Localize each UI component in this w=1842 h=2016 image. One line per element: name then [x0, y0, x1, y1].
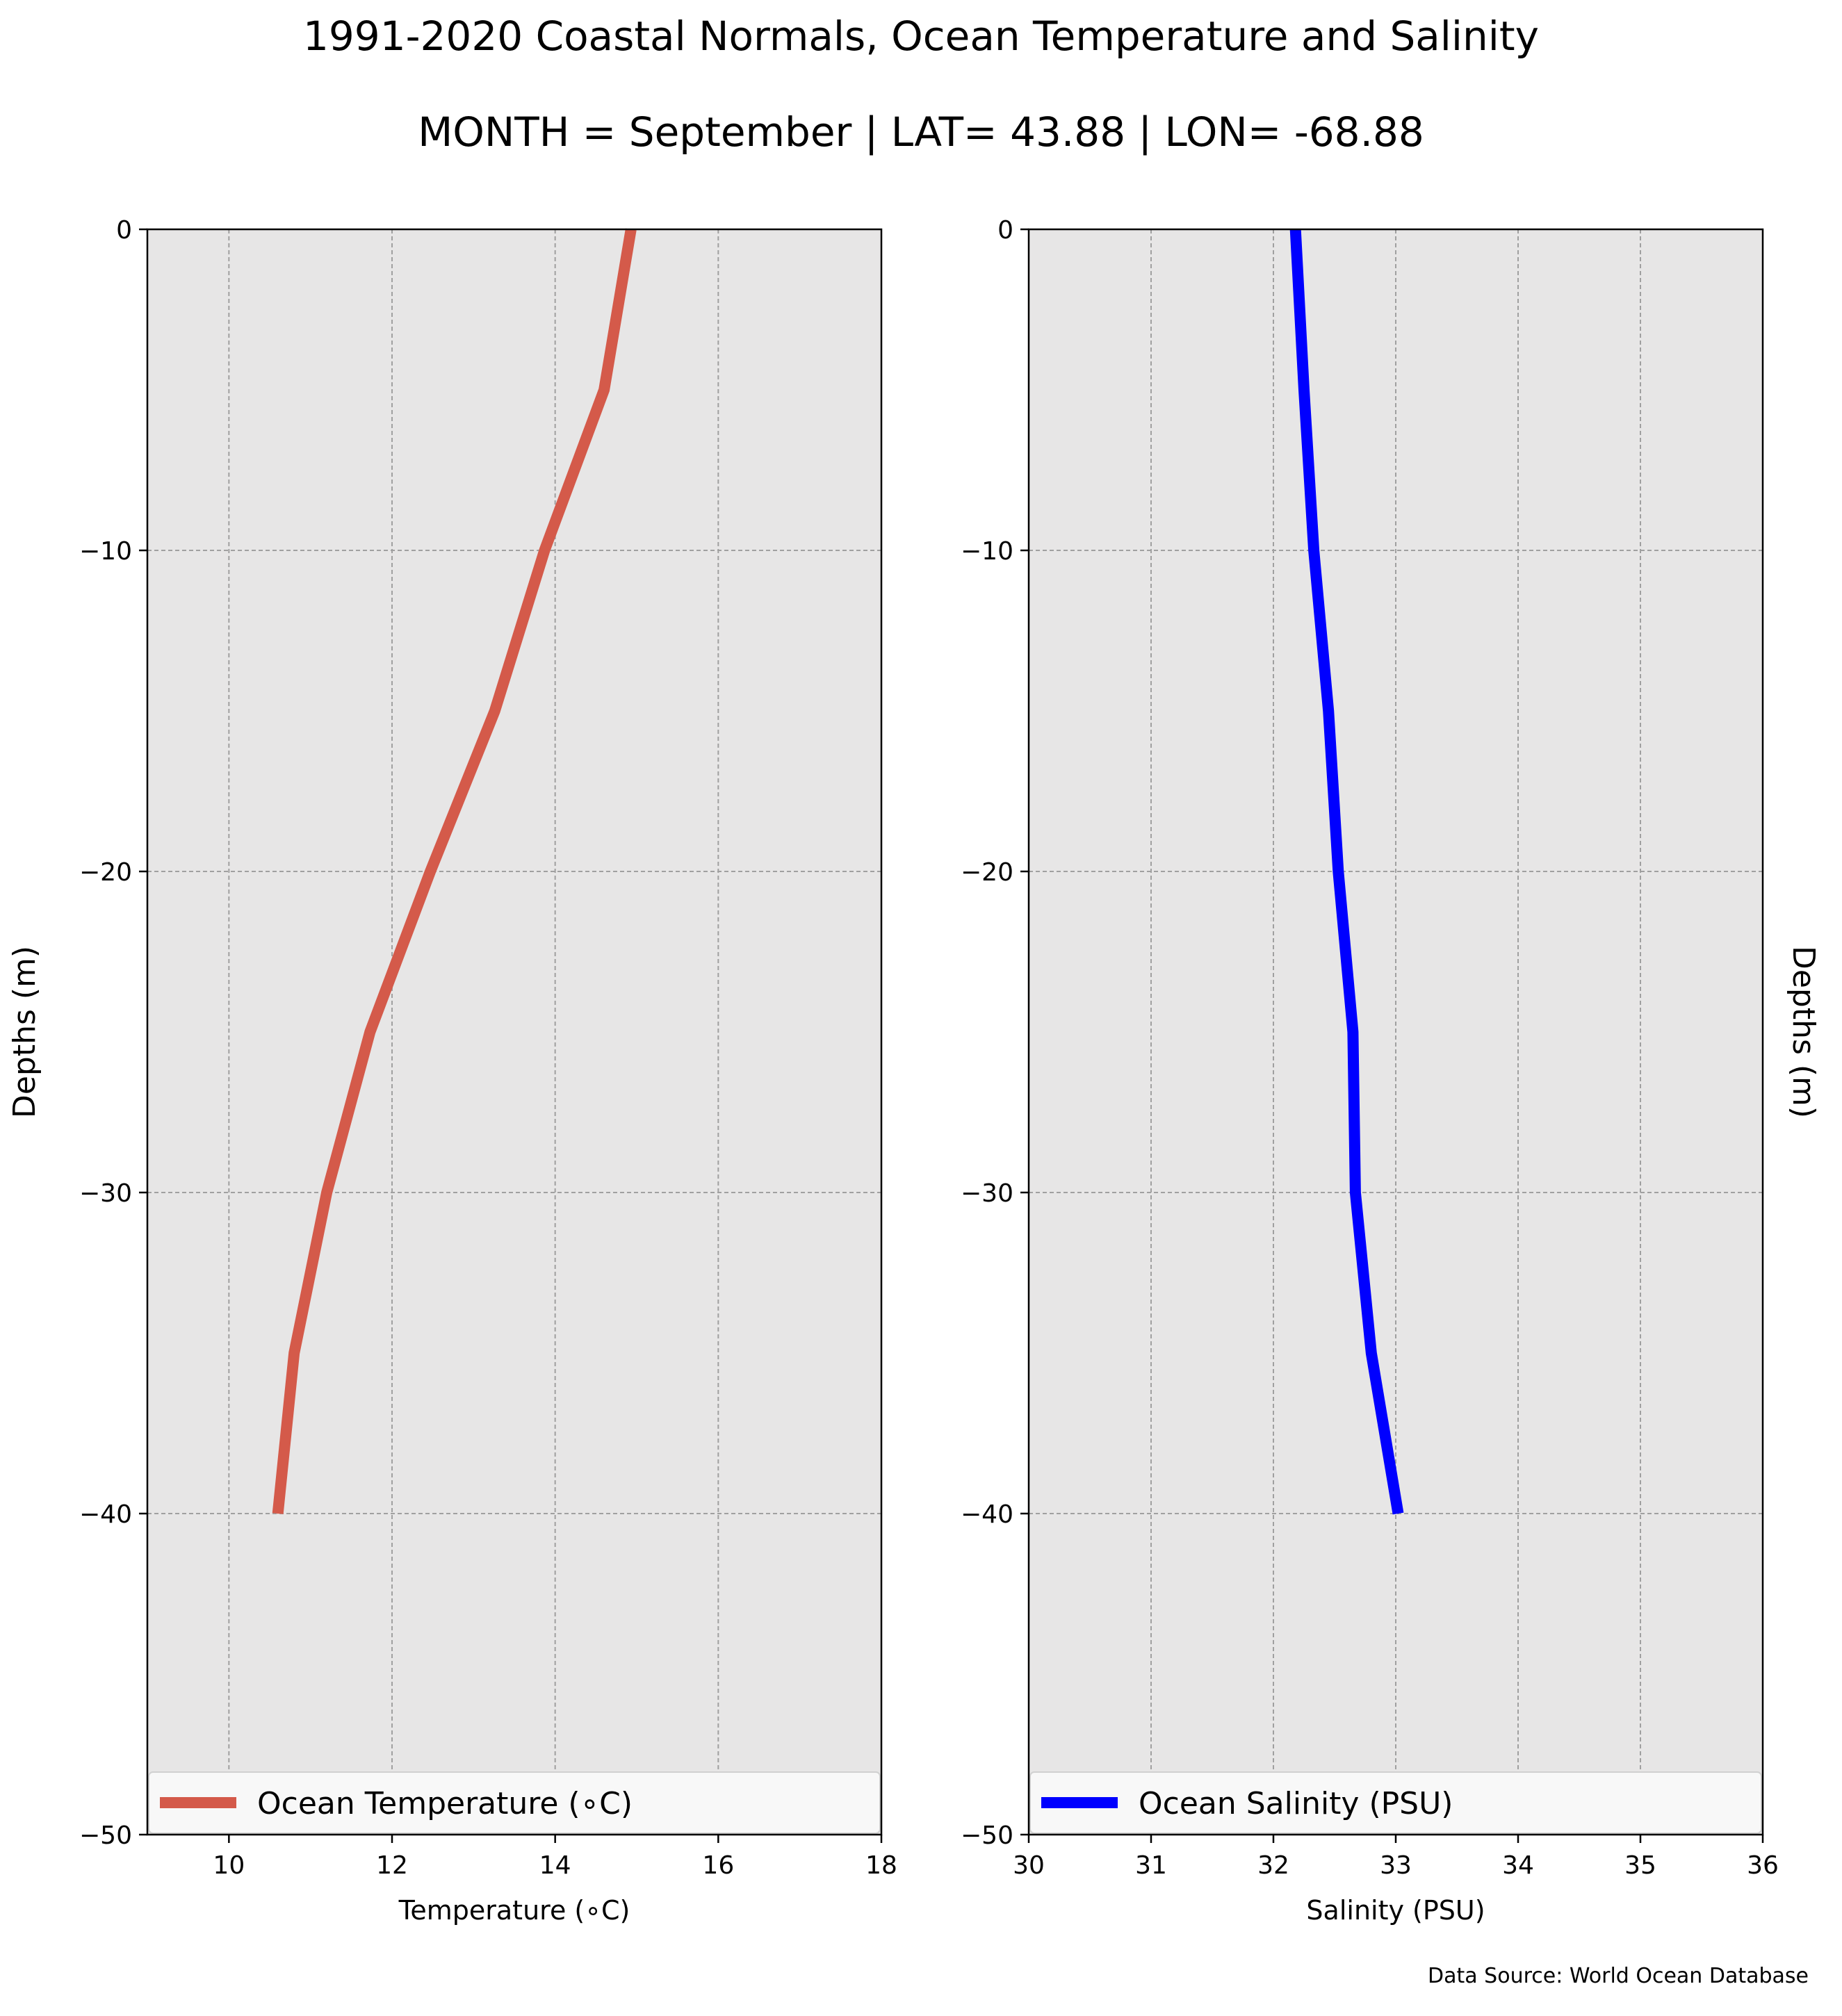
salinity-y-axis-label: Depths (m)	[1786, 946, 1821, 1118]
temperature-x-tick-label: 14	[539, 1851, 571, 1880]
temperature-legend-label: Ocean Temperature (∘C)	[257, 1786, 633, 1821]
salinity-x-tick-label: 32	[1257, 1851, 1289, 1880]
salinity-x-tick-label: 35	[1624, 1851, 1656, 1880]
salinity-data-point	[1337, 871, 1339, 872]
temperature-y-tick-label: −40	[79, 1500, 132, 1529]
salinity-y-tick-label: −40	[961, 1500, 1013, 1529]
data-source-note: Data Source: World Ocean Database	[1428, 1964, 1809, 1988]
temperature-x-tick-label: 12	[376, 1851, 408, 1880]
salinity-y-tick-label: −10	[961, 537, 1013, 566]
temperature-data-point	[293, 1352, 295, 1354]
salinity-legend-box	[1029, 1771, 1762, 1834]
temperature-x-tick-label: 18	[865, 1851, 897, 1880]
temperature-y-tick-label: −50	[79, 1821, 132, 1850]
temperature-data-point	[603, 389, 605, 391]
salinity-y-tick-label: −30	[961, 1179, 1013, 1208]
temperature-y-tick-label: −10	[79, 537, 132, 566]
temperature-axes-frame	[146, 228, 883, 1836]
temperature-y-axis-label: Depths (m)	[7, 946, 42, 1118]
salinity-data-point	[1303, 389, 1305, 391]
salinity-x-tick-label: 34	[1502, 1851, 1534, 1880]
figure-subtitle: MONTH = September | LAT= 43.88 | LON= -6…	[418, 108, 1424, 156]
temperature-x-tick-label: 10	[213, 1851, 245, 1880]
temperature-data-point	[544, 550, 545, 551]
salinity-legend-label: Ocean Salinity (PSU)	[1139, 1786, 1453, 1821]
temperature-y-tick-label: −30	[79, 1179, 132, 1208]
salinity-y-tick-label: 0	[997, 216, 1013, 245]
temperature-y-tick-label: −20	[79, 858, 132, 887]
salinity-y-tick-label: −20	[961, 858, 1013, 887]
temperature-x-tick-label: 16	[702, 1851, 734, 1880]
temperature-data-point	[430, 871, 431, 872]
salinity-x-tick-label: 30	[1013, 1851, 1045, 1880]
temperature-data-point	[494, 710, 496, 712]
salinity-data-point	[1328, 710, 1329, 712]
temperature-x-axis-label: Temperature (∘C)	[398, 1895, 630, 1926]
temperature-legend-box	[148, 1771, 881, 1834]
salinity-y-tick-label: −50	[961, 1821, 1013, 1850]
salinity-x-tick-label: 36	[1747, 1851, 1779, 1880]
salinity-x-axis-label: Salinity (PSU)	[1306, 1895, 1485, 1926]
temperature-y-tick-label: 0	[116, 216, 132, 245]
salinity-x-tick-label: 31	[1135, 1851, 1167, 1880]
figure-title: 1991-2020 Coastal Normals, Ocean Tempera…	[303, 13, 1539, 60]
temperature-plot-area	[147, 229, 881, 1835]
salinity-x-tick-label: 33	[1380, 1851, 1412, 1880]
